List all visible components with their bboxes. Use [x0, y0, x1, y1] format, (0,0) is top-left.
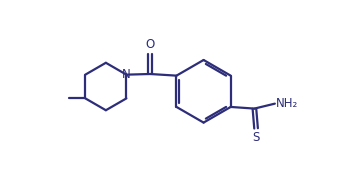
- Text: O: O: [145, 38, 155, 51]
- Text: NH₂: NH₂: [276, 97, 298, 110]
- Text: S: S: [252, 131, 260, 144]
- Text: N: N: [122, 68, 131, 81]
